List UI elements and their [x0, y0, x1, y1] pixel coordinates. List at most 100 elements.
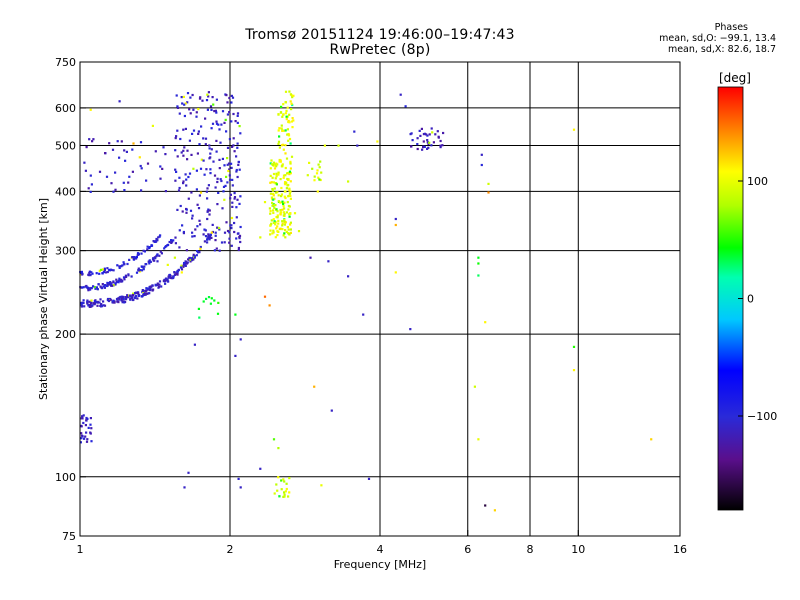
- echo-point: [85, 440, 89, 443]
- echo-point: [159, 250, 162, 253]
- echo-point: [156, 260, 159, 263]
- echo-point: [209, 235, 212, 238]
- echo-point: [118, 156, 121, 159]
- echo-point: [87, 426, 90, 429]
- echo-point: [239, 486, 242, 489]
- echo-point: [269, 174, 272, 177]
- echo-point: [206, 197, 209, 200]
- phases-o-mode-stats: mean, sd,O: −99.1, 13.4: [659, 33, 776, 44]
- echo-point: [86, 302, 89, 305]
- echo-point: [289, 172, 292, 175]
- echo-point: [289, 221, 292, 224]
- echo-point: [211, 122, 215, 125]
- echo-point: [123, 189, 126, 192]
- echo-point: [101, 272, 104, 275]
- echo-point: [175, 135, 178, 138]
- echo-point: [306, 174, 309, 177]
- echo-point: [139, 141, 143, 144]
- echo-point: [147, 287, 150, 290]
- echo-point: [284, 152, 287, 155]
- echo-point: [152, 259, 155, 262]
- echo-point: [171, 240, 174, 243]
- echo-point: [226, 101, 229, 104]
- echo-point: [285, 181, 288, 184]
- echo-point: [210, 231, 213, 234]
- y-tick-label: 750: [55, 56, 76, 69]
- echo-point: [484, 504, 487, 507]
- echo-point: [473, 385, 476, 388]
- echo-point: [232, 112, 235, 116]
- echo-point: [180, 151, 183, 154]
- echo-point: [202, 137, 205, 140]
- echo-point: [427, 146, 430, 149]
- echo-point: [154, 283, 157, 286]
- echo-point: [259, 467, 262, 470]
- echo-point: [362, 313, 365, 316]
- echo-point: [288, 173, 291, 176]
- colorbar-ticks: 100 0 −100: [738, 175, 777, 423]
- echo-point: [197, 108, 200, 111]
- echo-point: [226, 229, 230, 233]
- echo-point: [291, 96, 294, 99]
- echo-point: [268, 207, 271, 210]
- echo-point: [180, 264, 183, 267]
- echo-point: [139, 269, 142, 272]
- echo-point: [239, 225, 242, 229]
- echo-point: [269, 162, 272, 165]
- echo-point: [207, 91, 210, 94]
- echo-point: [89, 287, 92, 290]
- echo-point: [230, 166, 233, 169]
- echo-point: [159, 177, 162, 180]
- echo-point: [280, 211, 283, 214]
- echo-point: [86, 417, 89, 420]
- echo-point: [225, 130, 228, 133]
- echo-point: [145, 292, 149, 295]
- echo-point: [239, 132, 242, 135]
- echo-point: [281, 224, 284, 227]
- echo-point: [134, 292, 137, 295]
- echo-point: [276, 489, 279, 492]
- echo-point: [237, 163, 240, 166]
- echo-point: [269, 192, 272, 195]
- echo-point: [184, 261, 187, 265]
- echo-point: [269, 209, 272, 213]
- echo-point: [238, 202, 241, 205]
- echo-point: [270, 219, 273, 222]
- echo-point: [289, 197, 292, 200]
- echo-point: [120, 296, 123, 299]
- echo-point: [480, 153, 483, 156]
- echo-point: [108, 142, 111, 145]
- echo-point: [283, 491, 286, 494]
- echo-point: [189, 260, 192, 263]
- echo-point: [283, 129, 286, 132]
- echo-point: [284, 101, 287, 104]
- echo-point: [290, 108, 293, 111]
- echo-point: [168, 273, 171, 276]
- x-axis-ticks: 1 2 4 6 8 10 16: [77, 530, 687, 556]
- echo-point: [120, 297, 123, 301]
- echo-point: [281, 115, 284, 118]
- echo-point: [80, 302, 83, 305]
- echo-point: [207, 184, 210, 187]
- echo-point: [99, 285, 102, 288]
- echo-point: [86, 301, 89, 304]
- echo-point: [289, 228, 292, 231]
- echo-point: [174, 149, 177, 152]
- echo-point: [285, 187, 288, 190]
- echo-point: [155, 240, 158, 243]
- echo-point: [230, 120, 233, 123]
- echo-point: [213, 174, 217, 177]
- echo-point: [112, 299, 115, 302]
- echo-point: [235, 170, 238, 173]
- echo-point: [98, 269, 101, 272]
- echo-point: [233, 230, 236, 234]
- echo-point: [217, 226, 221, 230]
- echo-point: [80, 271, 83, 274]
- echo-point: [92, 285, 95, 288]
- echo-point: [89, 274, 92, 277]
- echo-point: [289, 194, 292, 197]
- echo-point: [441, 144, 444, 147]
- echo-point: [175, 170, 178, 173]
- echo-point: [177, 269, 180, 272]
